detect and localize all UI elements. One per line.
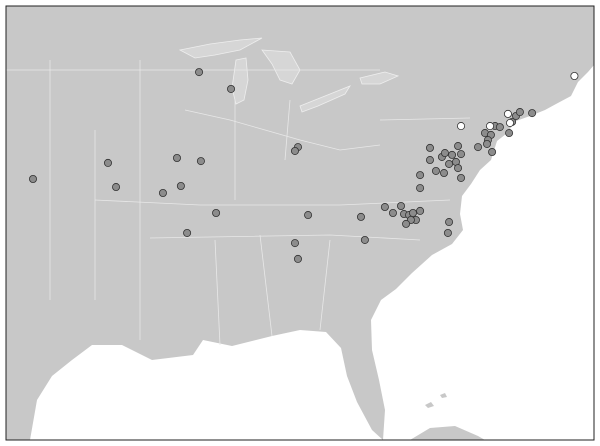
location-point: [356, 212, 365, 221]
location-point: [195, 68, 204, 77]
location-point: [402, 219, 411, 228]
location-point: [112, 183, 121, 192]
location-point: [28, 174, 37, 183]
location-point: [212, 208, 221, 217]
points: [28, 68, 579, 263]
location-point: [440, 169, 449, 178]
island: [410, 426, 485, 440]
location-point: [416, 171, 425, 180]
location-point: [103, 158, 112, 167]
location-point: [360, 235, 369, 244]
lake-erie: [299, 85, 351, 113]
location-point: [495, 123, 504, 132]
location-point: [528, 109, 537, 118]
location-point: [304, 211, 313, 220]
location-point: [457, 122, 466, 131]
location-point: [488, 148, 497, 157]
location-point: [293, 254, 302, 263]
ocean: [371, 58, 600, 440]
location-point: [457, 173, 466, 182]
location-point: [445, 159, 454, 168]
lake-superior: [178, 37, 263, 59]
location-point: [290, 239, 299, 248]
island: [425, 393, 447, 408]
frame: [5, 5, 595, 441]
location-point: [425, 156, 434, 165]
location-point: [440, 149, 449, 158]
location-point: [483, 139, 492, 148]
location-point: [290, 146, 299, 155]
location-point: [506, 118, 515, 127]
location-point: [176, 182, 185, 191]
location-point: [196, 157, 205, 166]
location-point: [425, 143, 434, 152]
location-point: [515, 108, 524, 117]
location-point: [416, 206, 425, 215]
location-point: [505, 129, 514, 138]
gulf: [30, 330, 383, 440]
location-point: [431, 166, 440, 175]
location-point: [416, 184, 425, 193]
location-point: [445, 218, 454, 227]
location-point: [448, 150, 457, 159]
location-point: [380, 203, 389, 212]
location-point: [570, 72, 579, 81]
location-point: [408, 208, 417, 217]
location-point: [454, 142, 463, 151]
location-point: [396, 201, 405, 210]
location-point: [183, 228, 192, 237]
location-point: [457, 150, 466, 159]
location-point: [486, 122, 495, 131]
location-point: [388, 208, 397, 217]
lake-huron: [261, 49, 301, 85]
location-point: [454, 164, 463, 173]
location-point: [503, 109, 512, 118]
location-point: [172, 153, 181, 162]
location-point: [443, 228, 452, 237]
borders: [6, 60, 471, 346]
location-point: [158, 189, 167, 198]
location-point: [474, 143, 483, 152]
lake-ontario: [359, 71, 400, 85]
location-point: [227, 84, 236, 93]
